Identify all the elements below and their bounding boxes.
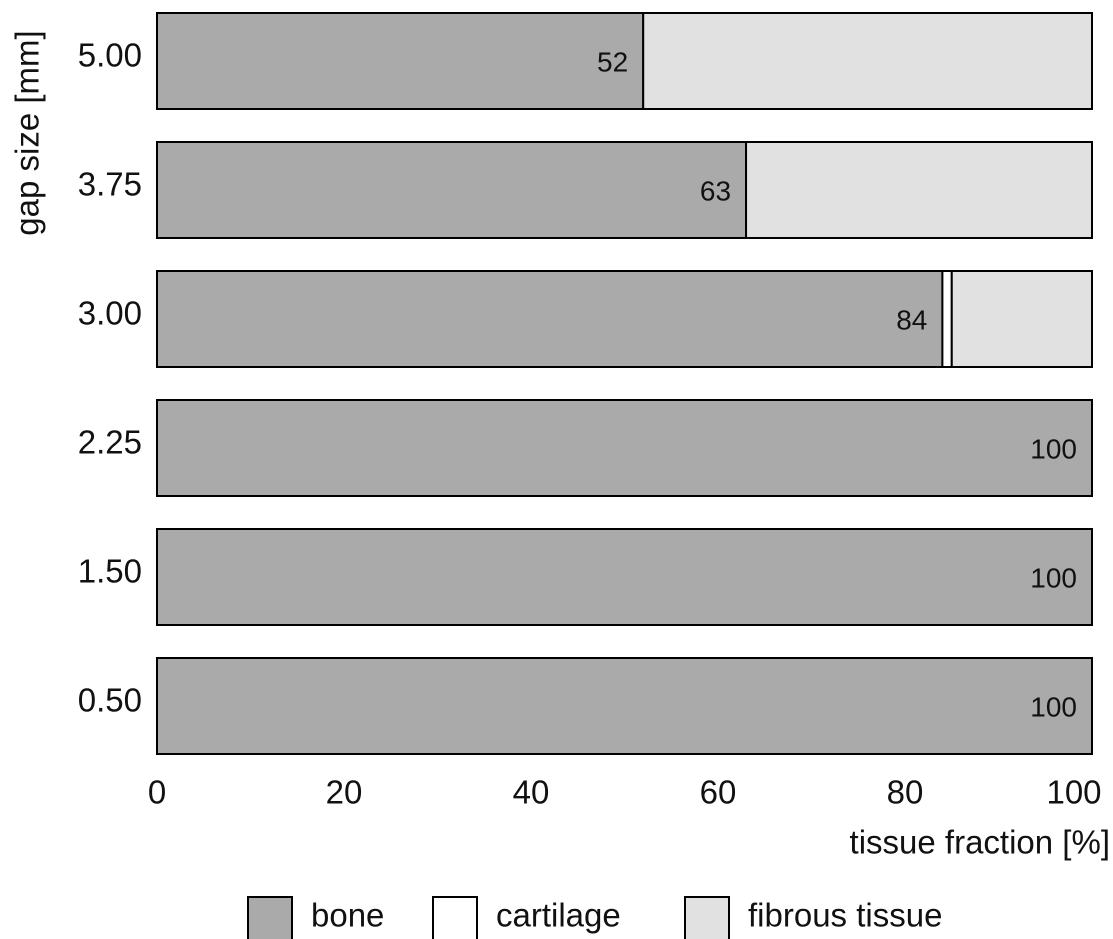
bar-segment [642, 12, 1093, 110]
bar-segment [941, 270, 953, 368]
y-tick-label: 3.00 [78, 295, 142, 332]
x-tick-label: 60 [700, 774, 737, 811]
y-tick-label: 5.00 [78, 37, 142, 74]
y-tick-label: 1.50 [78, 553, 142, 590]
value-label: 63 [700, 175, 731, 206]
x-axis-title: tissue fraction [%] [850, 824, 1110, 861]
legend-swatch [684, 896, 730, 939]
legend-swatch [432, 896, 478, 939]
bar-segment [950, 270, 1093, 368]
value-label: 100 [1030, 562, 1077, 593]
legend-label: cartilage [496, 897, 621, 934]
y-tick-label: 3.75 [78, 166, 142, 203]
bar-segment [156, 12, 645, 110]
legend-label: bone [311, 897, 384, 934]
y-tick-label: 0.50 [78, 682, 142, 719]
y-tick-label: 2.25 [78, 424, 142, 461]
y-axis-title: gap size [mm] [9, 30, 46, 235]
bar-segment [745, 141, 1093, 239]
bar-segment [156, 141, 748, 239]
x-tick-label: 0 [148, 774, 166, 811]
value-label: 52 [597, 46, 628, 77]
legend-label: fibrous tissue [748, 897, 942, 934]
x-tick-label: 100 [1046, 774, 1101, 811]
bar-segment [156, 399, 1093, 497]
x-tick-label: 80 [887, 774, 924, 811]
legend-swatch [247, 896, 293, 939]
value-label: 100 [1030, 433, 1077, 464]
bar-segment [156, 657, 1093, 755]
value-label: 100 [1030, 691, 1077, 722]
value-label: 84 [896, 304, 927, 335]
bar-segment [156, 270, 944, 368]
x-tick-label: 40 [513, 774, 550, 811]
bar-segment [156, 528, 1093, 626]
x-tick-label: 20 [326, 774, 363, 811]
